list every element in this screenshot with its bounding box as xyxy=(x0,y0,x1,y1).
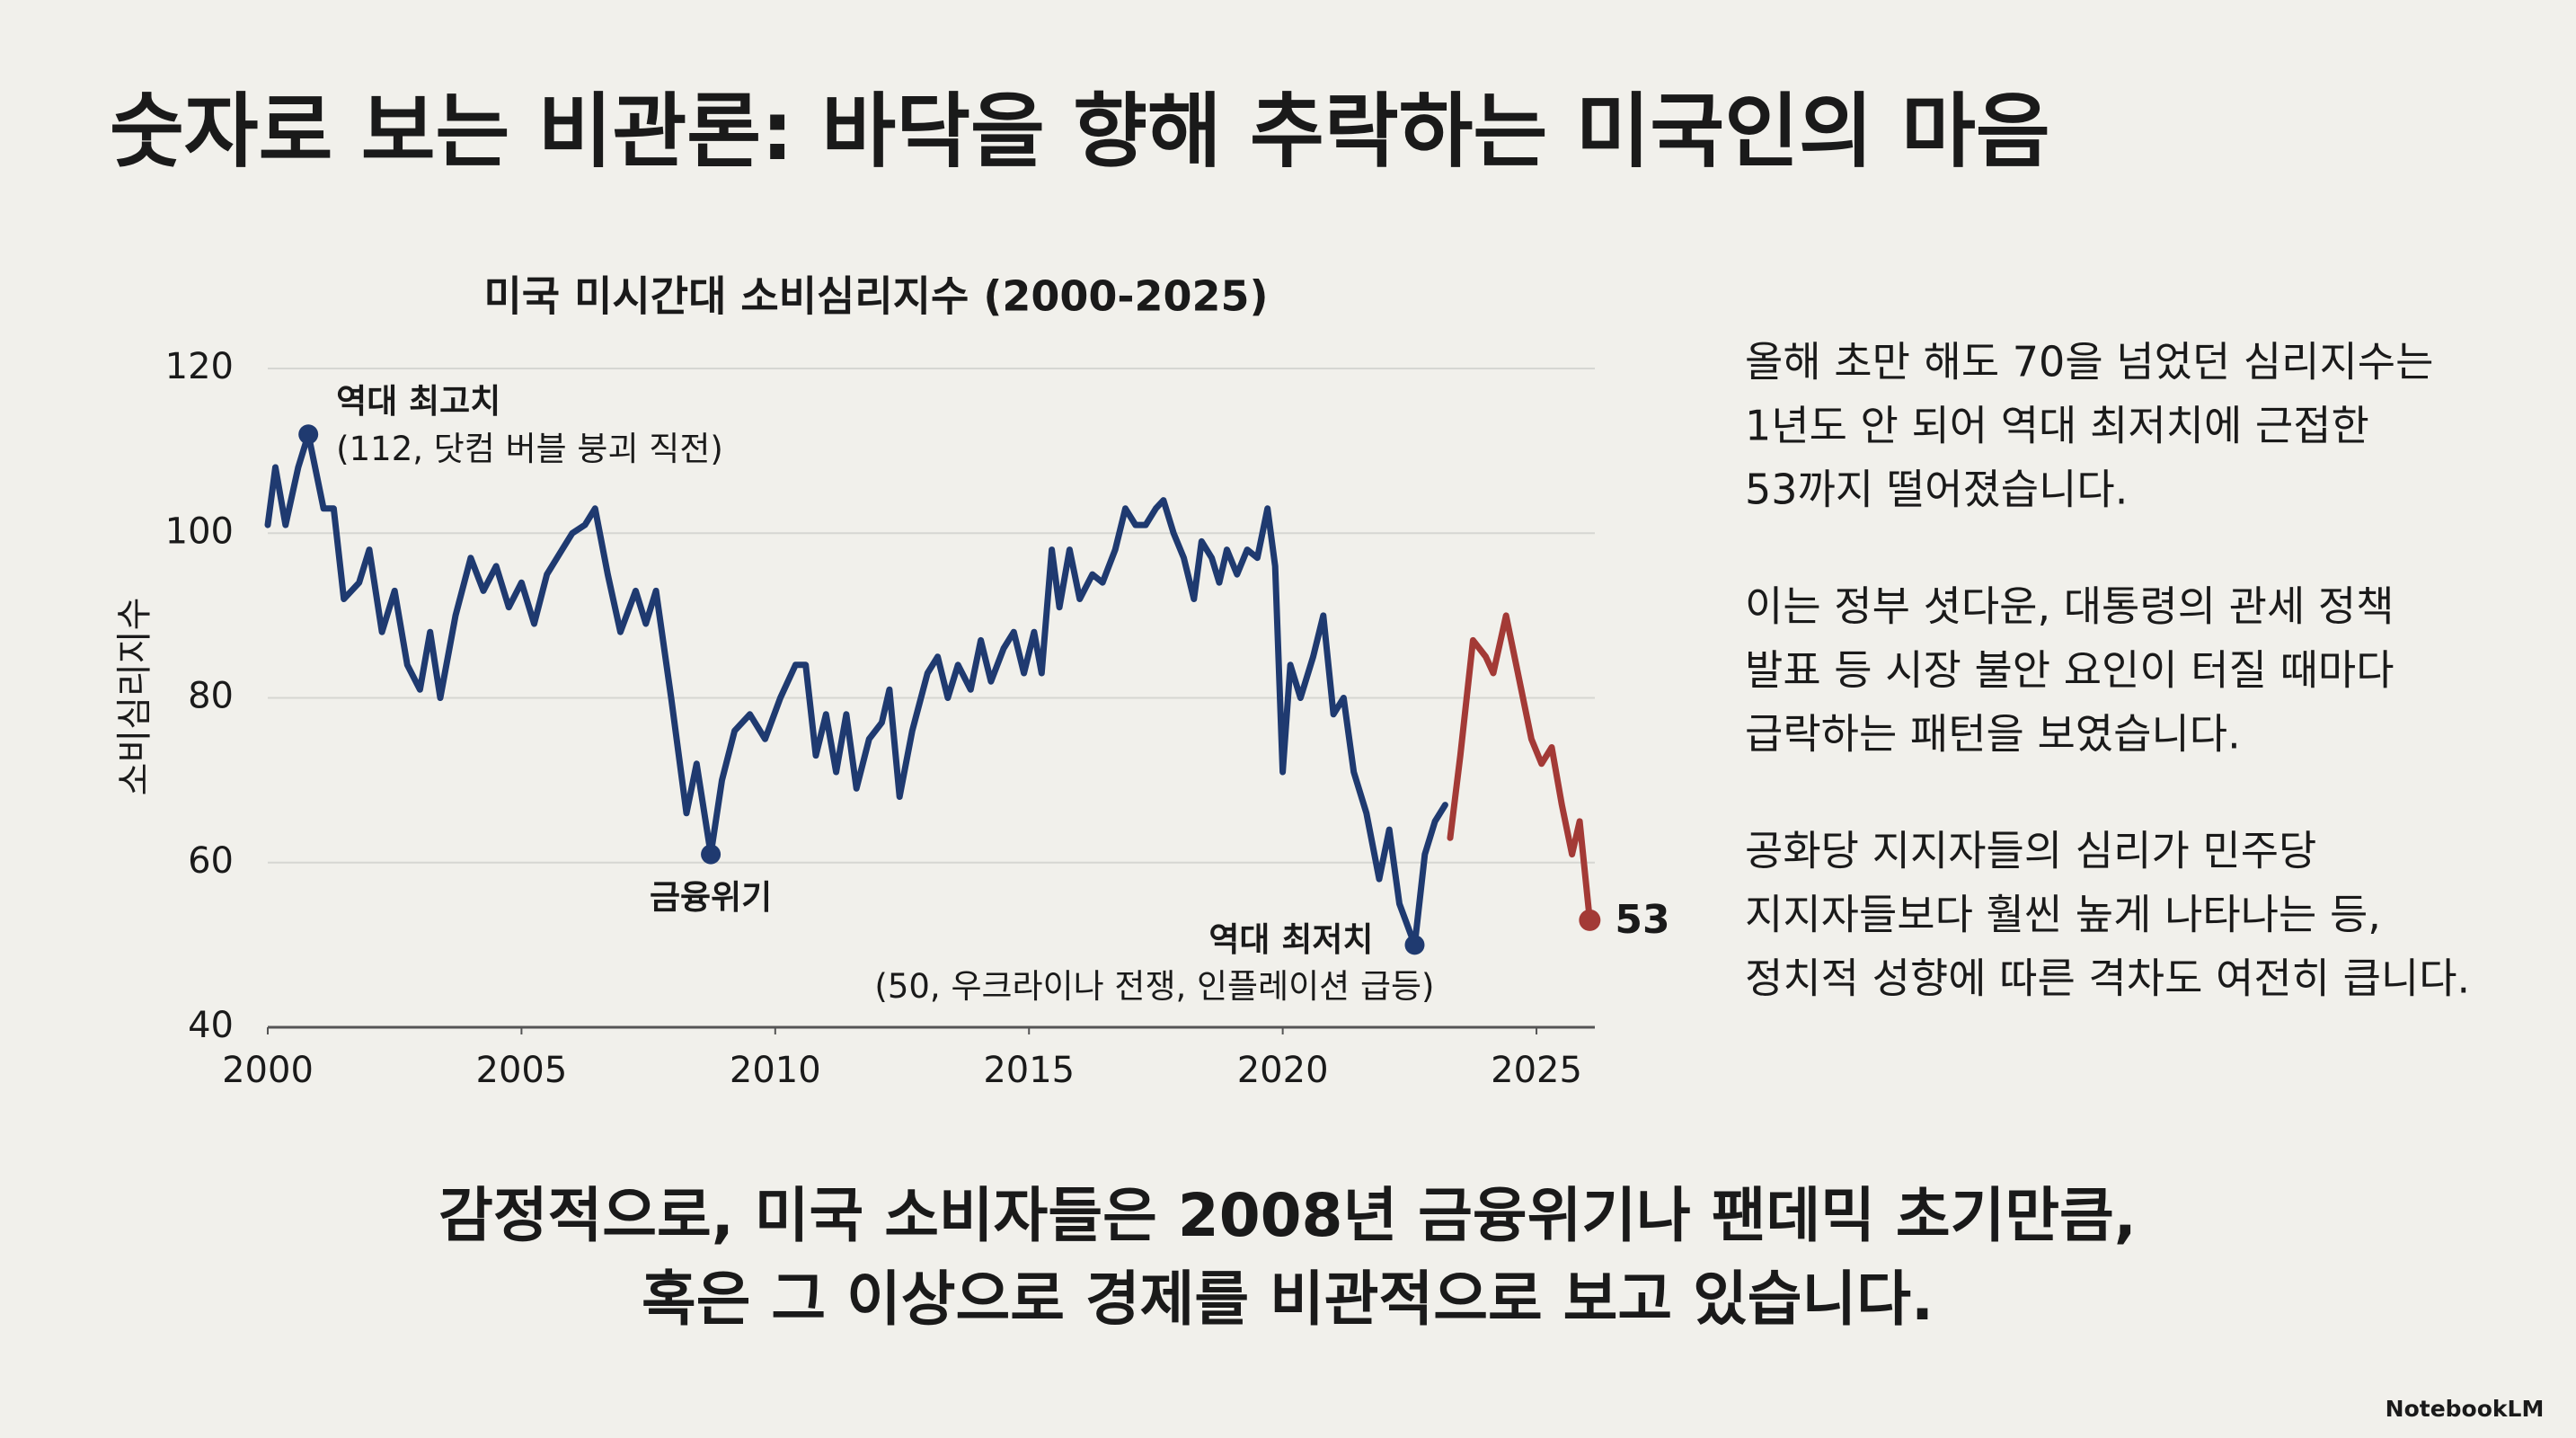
commentary-line: 올해 초만 해도 70을 넘었던 심리지수는 xyxy=(1745,338,2433,386)
annotation-title: 금융위기 xyxy=(650,878,772,917)
brand: NotebookLM xyxy=(2386,1396,2545,1422)
commentary-line: 공화당 지지자들의 심리가 민주당 xyxy=(1745,827,2316,875)
commentary-line: 지지자들보다 훨씬 높게 나타나는 등, xyxy=(1745,891,2381,939)
y-tick-label: 120 xyxy=(165,346,234,387)
x-tick-label: 2005 xyxy=(476,1050,568,1091)
plot-area: 40 60 80 100 120 2000 2005 2010 2015 2020 2025 53 역대… xyxy=(165,346,1670,1091)
annotation-title: 역대 최고치 xyxy=(336,382,500,421)
x-tick-label: 2015 xyxy=(983,1050,1075,1091)
x-tick-label: 2010 xyxy=(730,1050,821,1091)
commentary-line: 정치적 성향에 따른 격차도 여전히 큽니다. xyxy=(1745,954,2470,1003)
commentary: 올해 초만 해도 70을 넘었던 심리지수는 1년도 안 되어 역대 최저치에 근… xyxy=(1745,338,2470,1003)
y-tick-label: 80 xyxy=(188,676,234,717)
y-tick-label: 100 xyxy=(165,510,234,552)
slide-title: 숫자로 보는 비관론: 바닥을 향해 추락하는 미국인의 마음 xyxy=(110,84,2050,179)
commentary-line: 이는 정부 셧다운, 대통령의 관세 정책 xyxy=(1745,582,2395,631)
commentary-line: 1년도 안 되어 역대 최저치에 근접한 xyxy=(1745,402,2369,450)
series-line xyxy=(264,431,1448,948)
x-tick-label: 2020 xyxy=(1237,1050,1329,1091)
y-tick-label: 60 xyxy=(188,840,234,882)
conclusion-line: 감정적으로, 미국 소비자들은 2008년 금융위기나 팬데믹 초기만큼, xyxy=(438,1181,2137,1250)
x-tick-label: 2000 xyxy=(222,1050,314,1091)
annotation-marker xyxy=(701,844,721,865)
y-axis-label: 소비심리지수 xyxy=(114,598,155,796)
commentary-line: 53까지 떨어졌습니다. xyxy=(1745,466,2128,514)
x-tick-label: 2025 xyxy=(1491,1050,1582,1091)
annotation-detail: (50, 우크라이나 전쟁, 인플레이션 급등) xyxy=(874,967,1434,1006)
series-line xyxy=(1447,612,1593,924)
annotation-marker xyxy=(1404,935,1425,955)
annotation-detail: (112, 닷컴 버블 붕괴 직전) xyxy=(336,430,723,468)
conclusion: 감정적으로, 미국 소비자들은 2008년 금융위기나 팬데믹 초기만큼, 혹은 … xyxy=(438,1181,2137,1334)
conclusion-line: 혹은 그 이상으로 경제를 비관적으로 보고 있습니다. xyxy=(642,1265,1934,1334)
annotation-title: 역대 최저치 xyxy=(1208,920,1373,959)
annotation-marker xyxy=(298,424,319,445)
end-marker xyxy=(1579,909,1601,931)
chart-title: 미국 미시간대 소비심리지수 (2000-2025) xyxy=(483,272,1268,321)
end-label: 53 xyxy=(1615,897,1669,943)
commentary-line: 급락하는 패턴을 보였습니다. xyxy=(1745,710,2241,759)
commentary-line: 발표 등 시장 불안 요인이 터질 때마다 xyxy=(1745,646,2395,695)
y-tick-label: 40 xyxy=(188,1005,234,1046)
